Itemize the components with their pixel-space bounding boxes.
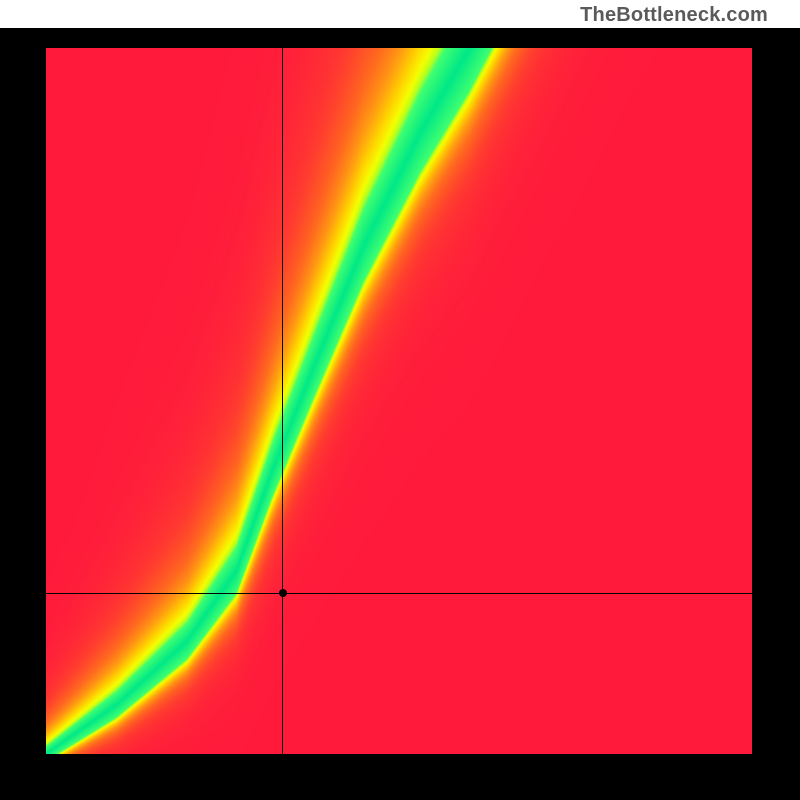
heatmap-plot-area bbox=[46, 48, 752, 754]
crosshair-point bbox=[279, 589, 287, 597]
crosshair-horizontal bbox=[46, 593, 752, 594]
crosshair-vertical bbox=[282, 48, 283, 754]
chart-frame bbox=[0, 28, 800, 800]
heatmap-canvas bbox=[46, 48, 752, 754]
watermark-text: TheBottleneck.com bbox=[580, 4, 768, 27]
